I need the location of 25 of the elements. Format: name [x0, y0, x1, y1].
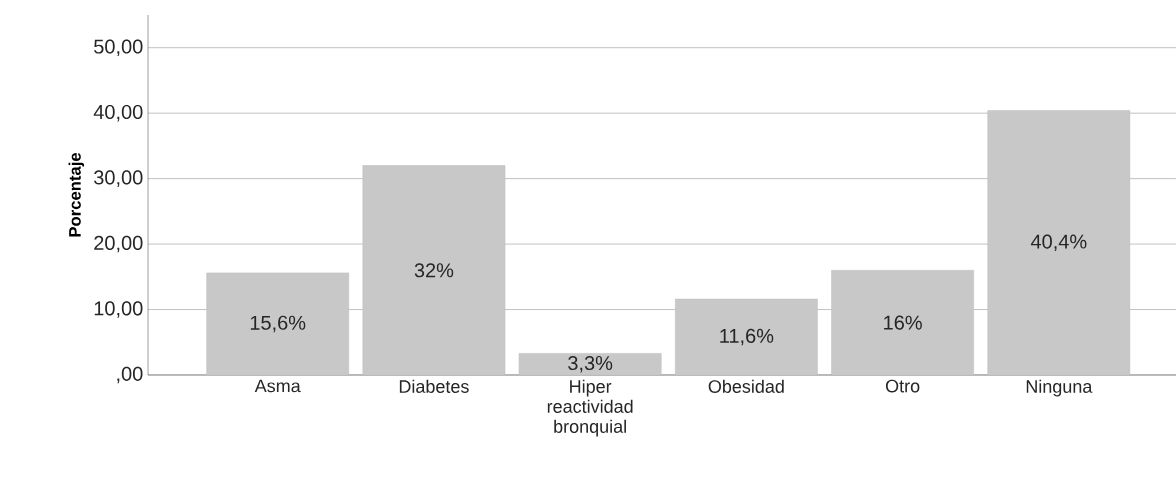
data-label: 3,3%: [568, 355, 613, 373]
y-tick-label: ,00: [117, 366, 143, 384]
bar: [831, 269, 974, 375]
y-tick-label: 10,00: [94, 301, 143, 318]
y-axis-title: Porcentaje: [68, 152, 85, 237]
y-tick-label: 20,00: [94, 235, 143, 253]
bar: [206, 272, 350, 375]
y-tick-label: 50,00: [94, 39, 143, 56]
data-label: 15,6%: [250, 315, 306, 333]
data-label: 40,4%: [1030, 234, 1087, 252]
bar: [362, 165, 506, 375]
x-tick-label: Hiper reactividad bronquial: [547, 379, 633, 437]
x-tick-label: Otro: [885, 379, 920, 393]
x-tick-label: Asma: [254, 379, 301, 393]
data-label: 16%: [884, 315, 922, 330]
x-tick-label: Ninguna: [1026, 379, 1093, 397]
x-tick-label: Diabetes: [399, 379, 469, 393]
bar: [987, 110, 1131, 375]
data-label: 32%: [414, 263, 454, 278]
x-tick-label: Obesidad: [708, 379, 784, 393]
data-label: 11,6%: [720, 328, 774, 346]
y-tick-label: 30,00: [94, 170, 143, 187]
bar: [675, 298, 818, 375]
bar: [518, 353, 662, 375]
y-tick-label: 40,00: [93, 104, 143, 122]
